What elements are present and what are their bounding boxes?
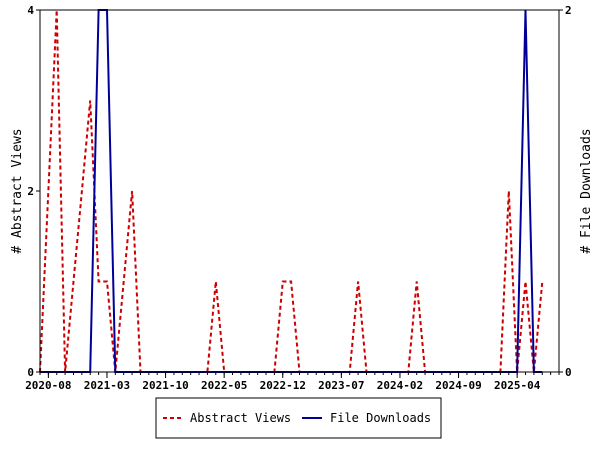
y-axis-title: # Abstract Views bbox=[10, 128, 25, 253]
plot-background bbox=[40, 10, 559, 372]
legend-label-file-downloads: File Downloads bbox=[330, 411, 431, 425]
legend-box bbox=[155, 397, 442, 439]
y-tick-label: 0 bbox=[27, 366, 34, 379]
legend-label-abstract-views: Abstract Views bbox=[190, 411, 291, 425]
plot-area bbox=[40, 10, 559, 372]
x-tick-label: 2022-12 bbox=[260, 379, 306, 392]
x-tick-label: 2021-03 bbox=[84, 379, 130, 392]
y-tick-label: 2 bbox=[27, 185, 34, 198]
x-tick-label: 2022-05 bbox=[201, 379, 247, 392]
x-tick-label: 2025-04 bbox=[494, 379, 541, 392]
x-tick-label: 2023-07 bbox=[318, 379, 364, 392]
y2-tick-label: 2 bbox=[565, 4, 572, 17]
legend: Abstract Views File Downloads bbox=[155, 397, 442, 439]
y2-axis-title: # File Downloads bbox=[579, 128, 594, 253]
axis-layer: 2020-08 2021-03 2021-10 2022-05 2022-12 2023-… bbox=[25, 4, 571, 392]
x-tick-label: 2024-02 bbox=[377, 379, 423, 392]
y-tick-label: 4 bbox=[27, 4, 34, 17]
x-tick-label: 2021-10 bbox=[142, 379, 188, 392]
x-tick-label: 2024-09 bbox=[435, 379, 481, 392]
y2-tick-label: 0 bbox=[565, 366, 572, 379]
x-tick-label: 2020-08 bbox=[25, 379, 71, 392]
